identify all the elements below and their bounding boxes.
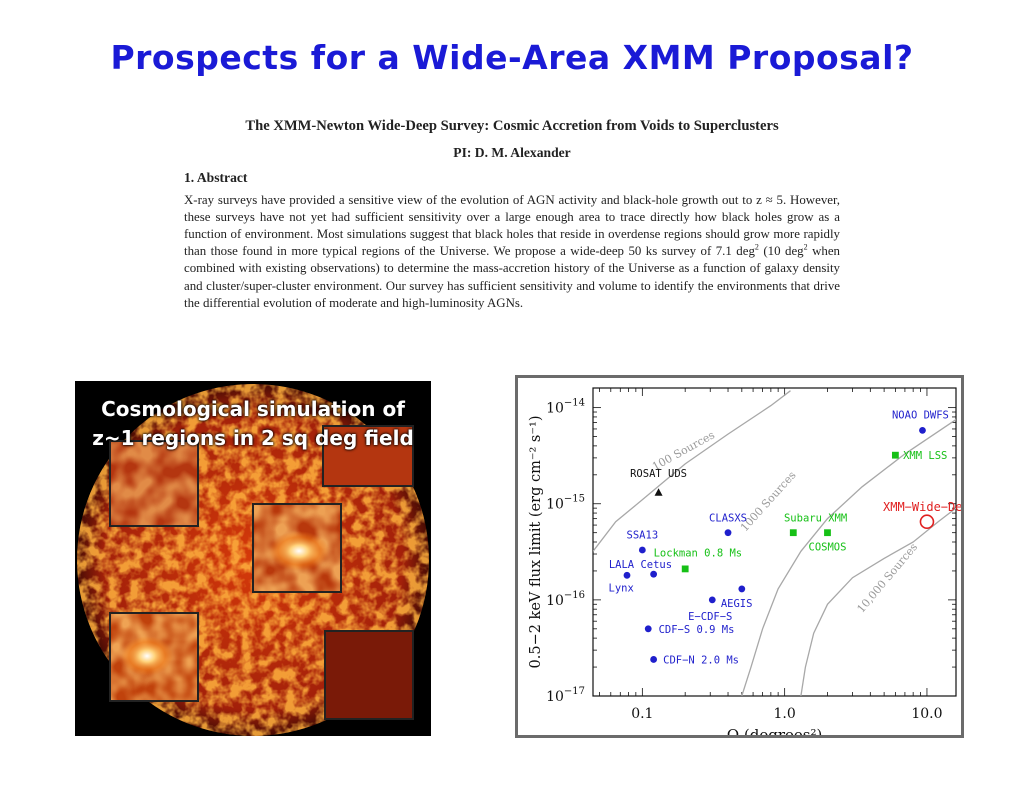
survey-point: [738, 585, 746, 593]
survey-point: [824, 529, 831, 537]
zoom-box-5: [324, 630, 414, 720]
survey-point: [919, 426, 926, 434]
caption-line-2: z~1 regions in 2 sq deg field: [92, 426, 414, 450]
y-tick-label: 10−17: [546, 686, 585, 705]
y-tick-label: 10−14: [546, 398, 585, 417]
plot-area-border: [592, 387, 957, 697]
survey-point-label: Subaru XMM: [784, 512, 847, 524]
caption-line-1: Cosmological simulation of: [101, 397, 405, 421]
survey-point: [789, 529, 797, 537]
source-curve: [800, 507, 956, 696]
minor-ticks: [593, 388, 956, 697]
survey-point: [891, 451, 899, 459]
survey-plot: 0.1 1.0 10.0 10−14 10−15 10−16 10−17 Ω (degrees…: [515, 375, 964, 738]
survey-point: [724, 529, 732, 537]
simulation-picture: [77, 384, 429, 736]
source-curve-label: 10,000 Sources: [854, 540, 920, 615]
survey-point: [708, 596, 716, 604]
source-curve-label: 100 Sources: [650, 428, 717, 473]
proposal-title: The XMM-Newton Wide-Deep Survey: Cosmic …: [245, 118, 779, 134]
survey-point: [623, 571, 631, 579]
zoom-box-3: [252, 503, 342, 593]
survey-point-label: NOAO DWFS: [892, 409, 949, 421]
simulation-image: Cosmological simulation of z~1 regions i…: [75, 381, 431, 736]
x-tick-label: 1.0: [774, 706, 796, 722]
y-tick-label: 10−15: [546, 494, 585, 513]
survey-point-label: Lynx: [609, 582, 634, 594]
survey-point-label: CLASXS: [709, 512, 747, 524]
source-curve: [741, 419, 956, 696]
survey-point-label: AEGIS: [721, 598, 753, 610]
survey-point-label: XMM LSS: [903, 450, 947, 462]
survey-point-label: Lockman 0.8 Ms: [654, 548, 743, 560]
survey-chart: 0.1 1.0 10.0 10−14 10−15 10−16 10−17 Ω (degrees…: [528, 387, 961, 735]
survey-point: [650, 570, 658, 578]
source-curve: [593, 390, 791, 552]
zoom-box-1: [109, 440, 199, 527]
y-axis-label: 0.5−2 keV flux limit (erg cm⁻² s⁻¹): [528, 416, 544, 669]
y-tick-label: 10−16: [546, 590, 585, 609]
abstract-heading: 1. Abstract: [184, 170, 248, 186]
survey-point: [638, 546, 646, 554]
zoom-box-2: [322, 425, 414, 487]
proposal-pi: PI: D. M. Alexander: [453, 145, 571, 161]
survey-point-label: XMM−Wide−Deep: [883, 500, 961, 514]
abstract-excerpt: The XMM-Newton Wide-Deep Survey: Cosmic …: [184, 118, 840, 312]
abstract-sup-1: 2: [754, 242, 759, 252]
survey-point-label: LALA Cetus: [609, 559, 672, 571]
abstract-text-2: (10 deg: [758, 244, 804, 259]
survey-point-label: E−CDF−S: [688, 611, 732, 623]
survey-point: [654, 488, 663, 496]
slide-title: Prospects for a Wide-Area XMM Proposal?: [110, 38, 914, 77]
abstract-body: X-ray surveys have provided a sensitive …: [184, 192, 840, 312]
survey-point: [650, 656, 658, 663]
x-axis-label: Ω (degrees²): [727, 726, 823, 735]
survey-point: [919, 514, 935, 530]
survey-point: [681, 565, 689, 573]
x-tick-label: 0.1: [631, 706, 653, 722]
survey-point-label: CDF−S 0.9 Ms: [659, 624, 735, 636]
simulation-caption: Cosmological simulation of z~1 regions i…: [75, 395, 431, 453]
survey-point-label: SSA13: [627, 529, 659, 541]
abstract-text-3: when combined with existing observations…: [184, 244, 840, 310]
zoom-box-4: [109, 612, 199, 702]
x-tick-label: 10.0: [911, 706, 942, 722]
survey-point-label: COSMOS: [809, 541, 847, 553]
survey-point-label: ROSAT UDS: [630, 468, 687, 480]
survey-point: [644, 625, 652, 633]
abstract-text-1: X-ray surveys have provided a sensitive …: [184, 192, 840, 259]
abstract-sup-2: 2: [803, 242, 808, 252]
survey-point-label: CDF−N 2.0 Ms: [663, 654, 739, 666]
